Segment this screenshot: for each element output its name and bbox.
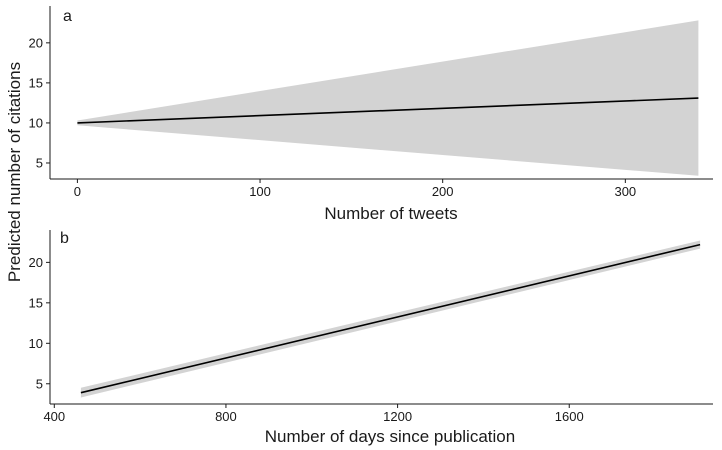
panel-a-confidence-band [77,20,699,176]
panel-b-letter: b [60,230,69,247]
x-tick-label: 1600 [555,409,584,424]
panel-a: a 0 100 200 300 5 10 15 20 Number of tweets [29,6,713,223]
y-tick-label: 10 [29,336,43,351]
x-tick-label: 1200 [383,409,412,424]
y-tick-label: 20 [29,255,43,270]
x-tick-label: 300 [614,184,636,199]
y-tick-label: 15 [29,295,43,310]
panel-a-x-axis: 0 100 200 300 [50,178,713,199]
panel-a-letter: a [63,8,72,25]
x-tick-label: 200 [432,184,454,199]
panel-a-fit-line [77,97,699,124]
panel-b-x-axis-label: Number of days since publication [265,427,515,446]
x-tick-label: 0 [74,184,81,199]
y-axis-label: Predicted number of citations [5,62,24,282]
panel-b: b 400 800 1200 1600 5 10 15 20 Number of days … [29,230,713,446]
x-tick-label: 800 [215,409,237,424]
panel-b-fit-line [80,243,701,394]
y-tick-label: 20 [29,35,43,50]
panel-a-y-axis: 5 10 15 20 [29,6,51,179]
panel-a-x-axis-label: Number of tweets [324,204,457,223]
y-tick-label: 15 [29,75,43,90]
x-tick-label: 100 [249,184,271,199]
y-tick-label: 10 [29,115,43,130]
y-tick-label: 5 [36,376,43,391]
panel-b-x-axis: 400 800 1200 1600 [43,403,713,424]
panel-b-y-axis: 5 10 15 20 [29,230,51,404]
x-tick-label: 400 [43,409,65,424]
y-tick-label: 5 [36,155,43,170]
